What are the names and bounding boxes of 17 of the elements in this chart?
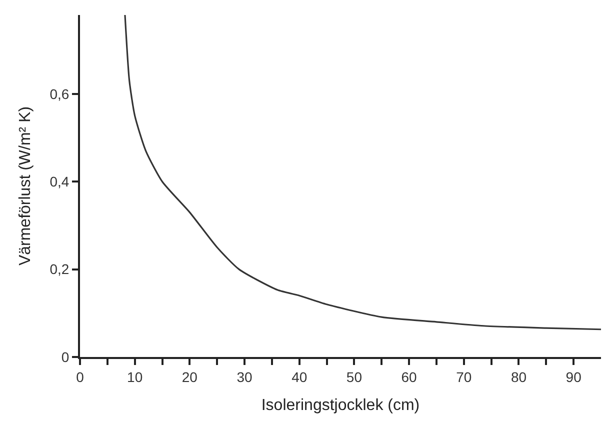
y-axis-title: Värmeförlust (W/m² K) xyxy=(17,106,34,266)
x-axis-title: Isoleringstjocklek (cm) xyxy=(261,397,420,414)
x-tick-label: 40 xyxy=(292,368,308,385)
line-series xyxy=(124,15,601,330)
x-tick-label: 30 xyxy=(236,368,253,385)
x-tick-label: 0 xyxy=(76,368,84,385)
x-tick-label: 50 xyxy=(346,368,362,385)
x-tick-label: 80 xyxy=(510,368,527,385)
x-tick-label: 90 xyxy=(566,368,582,385)
x-tick-label: 70 xyxy=(456,368,472,385)
y-tick-label: 0,6 xyxy=(50,86,70,102)
y-tick-label: 0,4 xyxy=(50,174,70,190)
x-tick-label: 60 xyxy=(401,368,418,385)
x-tick-label: 20 xyxy=(182,368,198,385)
x-tick-label: 10 xyxy=(127,368,143,385)
y-tick-label: 0 xyxy=(61,348,70,365)
y-tick-label: 0,2 xyxy=(50,261,70,278)
